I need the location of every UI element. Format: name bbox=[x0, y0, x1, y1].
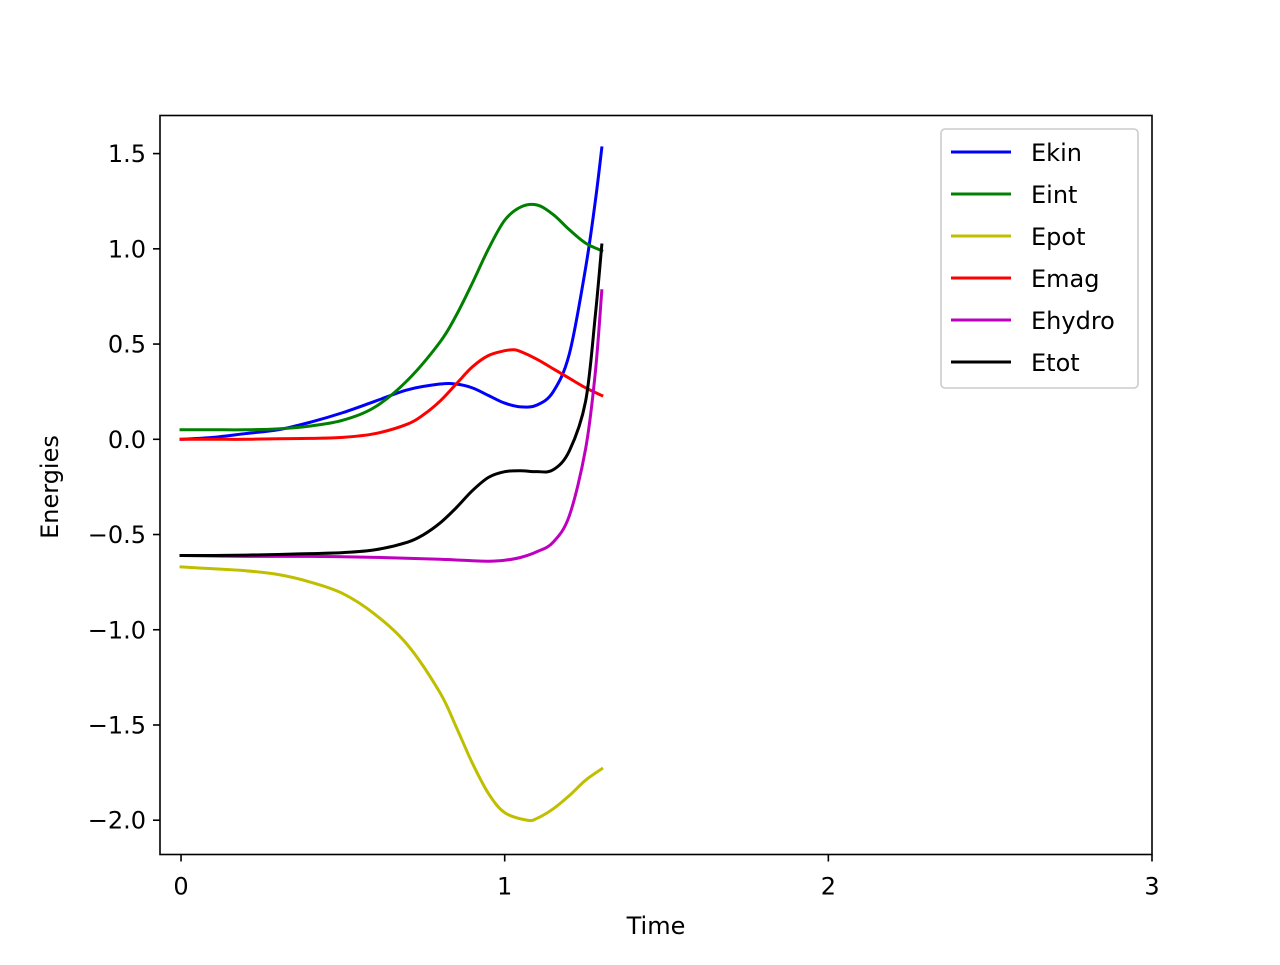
legend-label-eint: Eint bbox=[1031, 181, 1077, 209]
ticks-layer: 0 1 2 3 1.5 1.0 0.5 0.0 −0.5 −1.0 −1.5 −2.0 bbox=[88, 140, 1160, 900]
series-line-emag bbox=[179, 348, 604, 441]
legend-label-ehydro: Ehydro bbox=[1031, 307, 1115, 335]
series-line-eint bbox=[179, 202, 604, 432]
series-layer bbox=[179, 146, 604, 823]
y-tick-label: −2.0 bbox=[88, 807, 146, 835]
legend-label-etot: Etot bbox=[1031, 349, 1080, 377]
series-line-epot bbox=[179, 565, 604, 823]
y-tick-label: 1.5 bbox=[108, 140, 146, 168]
y-axis-label: Energies bbox=[36, 435, 64, 539]
legend-label-epot: Epot bbox=[1031, 223, 1086, 251]
x-axis-label: Time bbox=[626, 912, 686, 940]
x-tick-label: 0 bbox=[173, 873, 188, 901]
x-tick-label: 1 bbox=[497, 873, 512, 901]
y-tick-label: 0.5 bbox=[108, 331, 146, 359]
y-tick-label: 1.0 bbox=[108, 235, 146, 263]
y-tick-label: −1.0 bbox=[88, 616, 146, 644]
legend-label-ekin: Ekin bbox=[1031, 139, 1082, 167]
plot-frame bbox=[159, 114, 1153, 856]
legend-label-emag: Emag bbox=[1031, 265, 1099, 293]
y-tick-label: 0.0 bbox=[108, 426, 146, 454]
series-line-ehydro bbox=[179, 289, 604, 563]
y-tick-label: −0.5 bbox=[88, 521, 146, 549]
y-tick-label: −1.5 bbox=[88, 711, 146, 739]
legend: Ekin Eint Epot Emag Ehydro Etot bbox=[940, 128, 1139, 389]
x-tick-label: 3 bbox=[1144, 873, 1159, 901]
x-tick-label: 2 bbox=[821, 873, 836, 901]
series-line-etot bbox=[179, 243, 604, 558]
